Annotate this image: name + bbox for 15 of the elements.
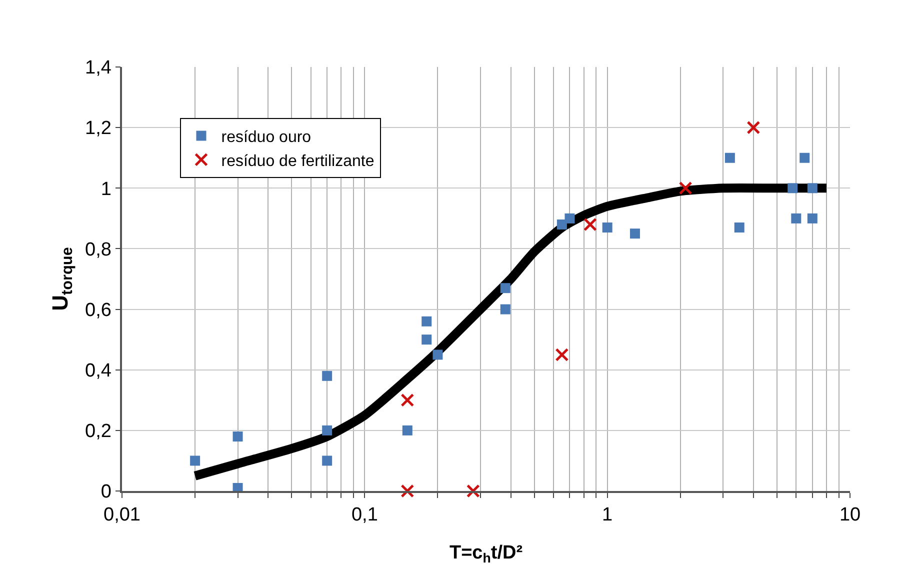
y-tick-label: 0,2 — [85, 421, 112, 442]
x-tick-label: 0,1 — [351, 504, 378, 526]
legend-label: resíduo ouro — [221, 129, 312, 146]
y-tick-label: 1,4 — [85, 58, 112, 79]
y-tick-label: 0,8 — [85, 239, 112, 260]
y-tick-label: 0,6 — [85, 300, 112, 321]
y-tick-label: 1,2 — [85, 118, 112, 140]
y-tick-label: 1 — [100, 178, 112, 200]
legend-label: resíduo de fertilizante — [221, 152, 374, 170]
y-tick-label: 0 — [100, 482, 112, 503]
x-axis-title: T=c$_{h}$t/D² — [449, 542, 523, 566]
x-tick-label: 1 — [602, 504, 613, 526]
x-tick-label: 0,01 — [104, 504, 140, 526]
x-tick-label: 10 — [839, 504, 861, 526]
y-tick-label: 0,4 — [85, 360, 112, 382]
